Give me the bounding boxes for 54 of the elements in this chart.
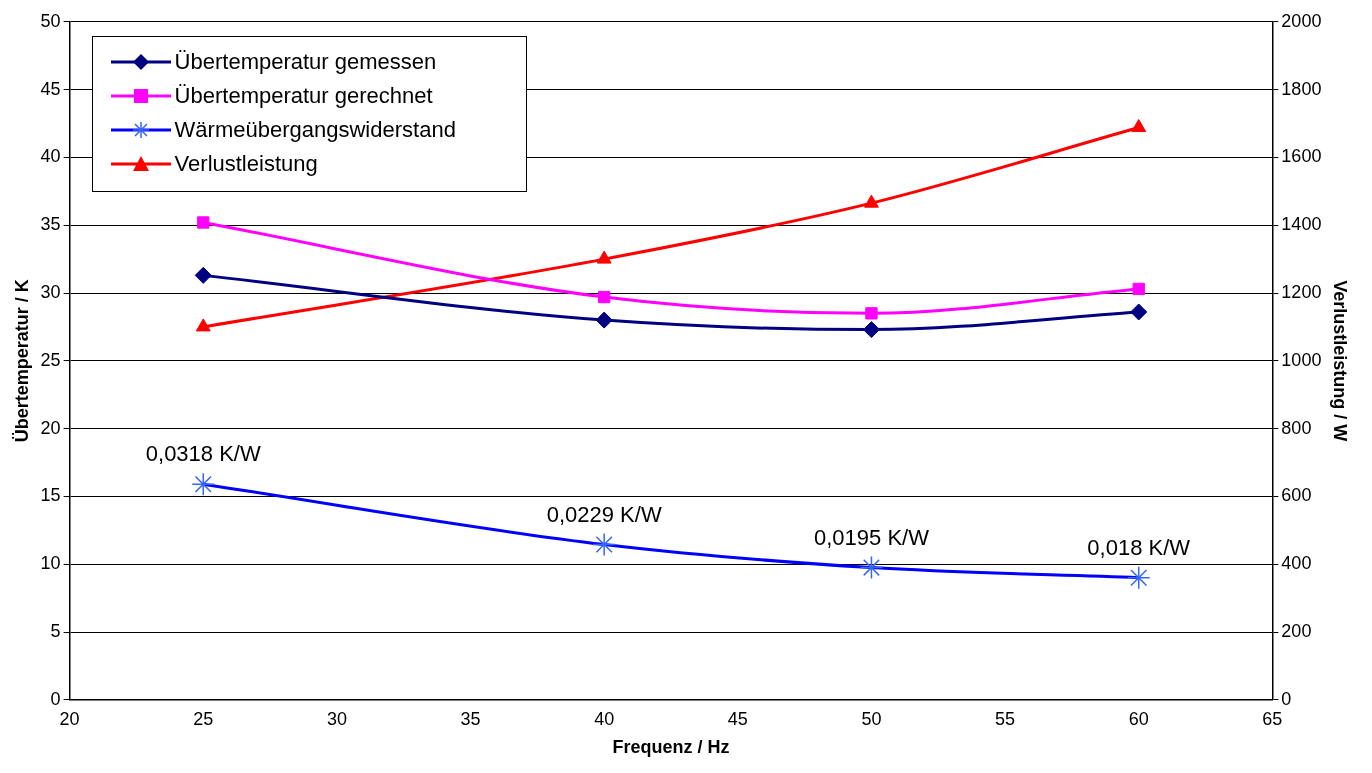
y-tick-label: 5 xyxy=(50,620,61,641)
point xyxy=(596,250,612,264)
annotation: 0,0318 K/W xyxy=(145,441,261,467)
point xyxy=(595,311,613,329)
x-tick-label: 60 xyxy=(1128,708,1149,729)
point xyxy=(197,216,210,229)
y2-tick-label: 600 xyxy=(1281,485,1312,506)
y2-axis-title: Verlustleistung / W xyxy=(1330,280,1351,442)
y2-tick-label: 400 xyxy=(1281,553,1312,574)
x-tick-label: 55 xyxy=(995,708,1016,729)
y-tick-label: 15 xyxy=(40,485,61,506)
x-tick-label: 35 xyxy=(460,708,481,729)
legend-label: Wärmeübergangswiderstand xyxy=(174,115,456,144)
point xyxy=(864,194,879,208)
point xyxy=(194,266,212,284)
point xyxy=(862,321,880,339)
y2-tick-label: 200 xyxy=(1281,620,1312,641)
point xyxy=(195,318,211,332)
y2-tick-label: 0 xyxy=(1281,688,1292,709)
y-tick-label: 25 xyxy=(40,349,61,370)
y2-tick-label: 2000 xyxy=(1281,10,1322,31)
x-tick-label: 30 xyxy=(326,708,347,729)
point xyxy=(598,290,611,304)
point xyxy=(1131,119,1147,133)
x-tick-label: 65 xyxy=(1262,708,1283,729)
x-tick-label: 50 xyxy=(861,708,882,729)
x-axis-title: Frequenz / Hz xyxy=(612,737,730,758)
y2-tick-label: 1000 xyxy=(1281,349,1322,370)
y2-tick-label: 1600 xyxy=(1281,146,1322,167)
y-tick-label: 45 xyxy=(40,78,61,99)
y2-tick-label: 1400 xyxy=(1281,214,1322,235)
x-tick-label: 45 xyxy=(727,708,748,729)
y-tick-label: 20 xyxy=(40,417,61,438)
y2-tick-label: 1200 xyxy=(1281,281,1322,302)
y-tick-label: 0 xyxy=(50,688,61,709)
y2-tick-label: 800 xyxy=(1281,417,1312,438)
y-tick-label: 40 xyxy=(40,146,61,167)
y-tick-label: 30 xyxy=(40,281,61,302)
y-tick-label: 10 xyxy=(40,553,61,574)
legend-label: Übertemperatur gemessen xyxy=(174,47,437,76)
x-tick-label: 25 xyxy=(193,708,214,729)
point xyxy=(1132,282,1145,296)
legend-label: Übertemperatur gerechnet xyxy=(174,81,433,110)
point xyxy=(865,307,878,320)
annotation: 0,0229 K/W xyxy=(546,501,662,527)
y-tick-label: 35 xyxy=(40,214,61,235)
x-tick-label: 40 xyxy=(594,708,615,729)
y2-tick-label: 1800 xyxy=(1281,78,1322,99)
y-tick-label: 50 xyxy=(40,10,61,31)
annotation: 0,018 K/W xyxy=(1087,534,1191,560)
y-axis-title: Übertemperatur / K xyxy=(11,279,32,443)
legend-label: Verlustleistung xyxy=(174,149,318,178)
annotation: 0,0195 K/W xyxy=(813,524,930,550)
point xyxy=(1130,303,1148,321)
